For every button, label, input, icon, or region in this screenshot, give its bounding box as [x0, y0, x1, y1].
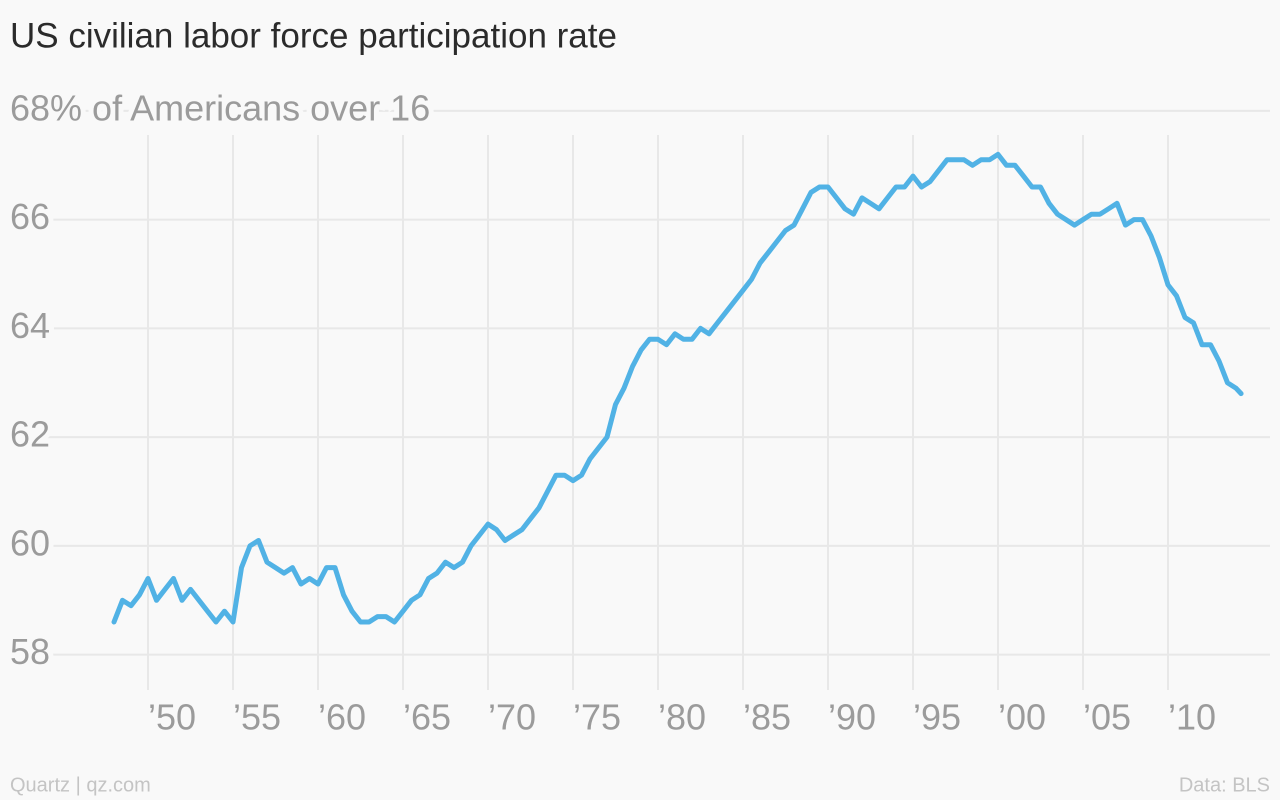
y-tick-label: 64: [10, 305, 50, 346]
x-tick-label: ’60: [318, 697, 366, 738]
x-tick-label: ’05: [1083, 697, 1131, 738]
credit: Quartz | qz.com: [10, 774, 151, 796]
x-tick-label: ’50: [148, 697, 196, 738]
x-tick-label: ’10: [1168, 697, 1216, 738]
x-tick-label: ’90: [828, 697, 876, 738]
x-tick-label: ’80: [658, 697, 706, 738]
source: Data: BLS: [1179, 774, 1270, 796]
labels: 58 60 62 64 66 68% of Americans over 16 ’50 ’55…: [5, 82, 1216, 738]
x-tick-label: ’65: [403, 697, 451, 738]
y-tick-label: 66: [10, 196, 50, 237]
x-tick-label: ’75: [573, 697, 621, 738]
grid: [10, 109, 1270, 690]
x-tick-label: ’55: [233, 697, 281, 738]
x-tick-label: ’00: [998, 697, 1046, 738]
plot: [111, 151, 1244, 625]
chart-title: US civilian labor force participation ra…: [10, 16, 617, 55]
line: [111, 151, 1244, 625]
y-tick-label: 68% of Americans over 16: [10, 87, 430, 128]
x-tick-label: ’70: [488, 697, 536, 738]
y-tick-label: 60: [10, 522, 50, 563]
x-tick-label: ’95: [913, 697, 961, 738]
y-tick-label: 58: [10, 631, 50, 672]
y-tick-label: 62: [10, 414, 50, 455]
x-tick-label: ’85: [743, 697, 791, 738]
